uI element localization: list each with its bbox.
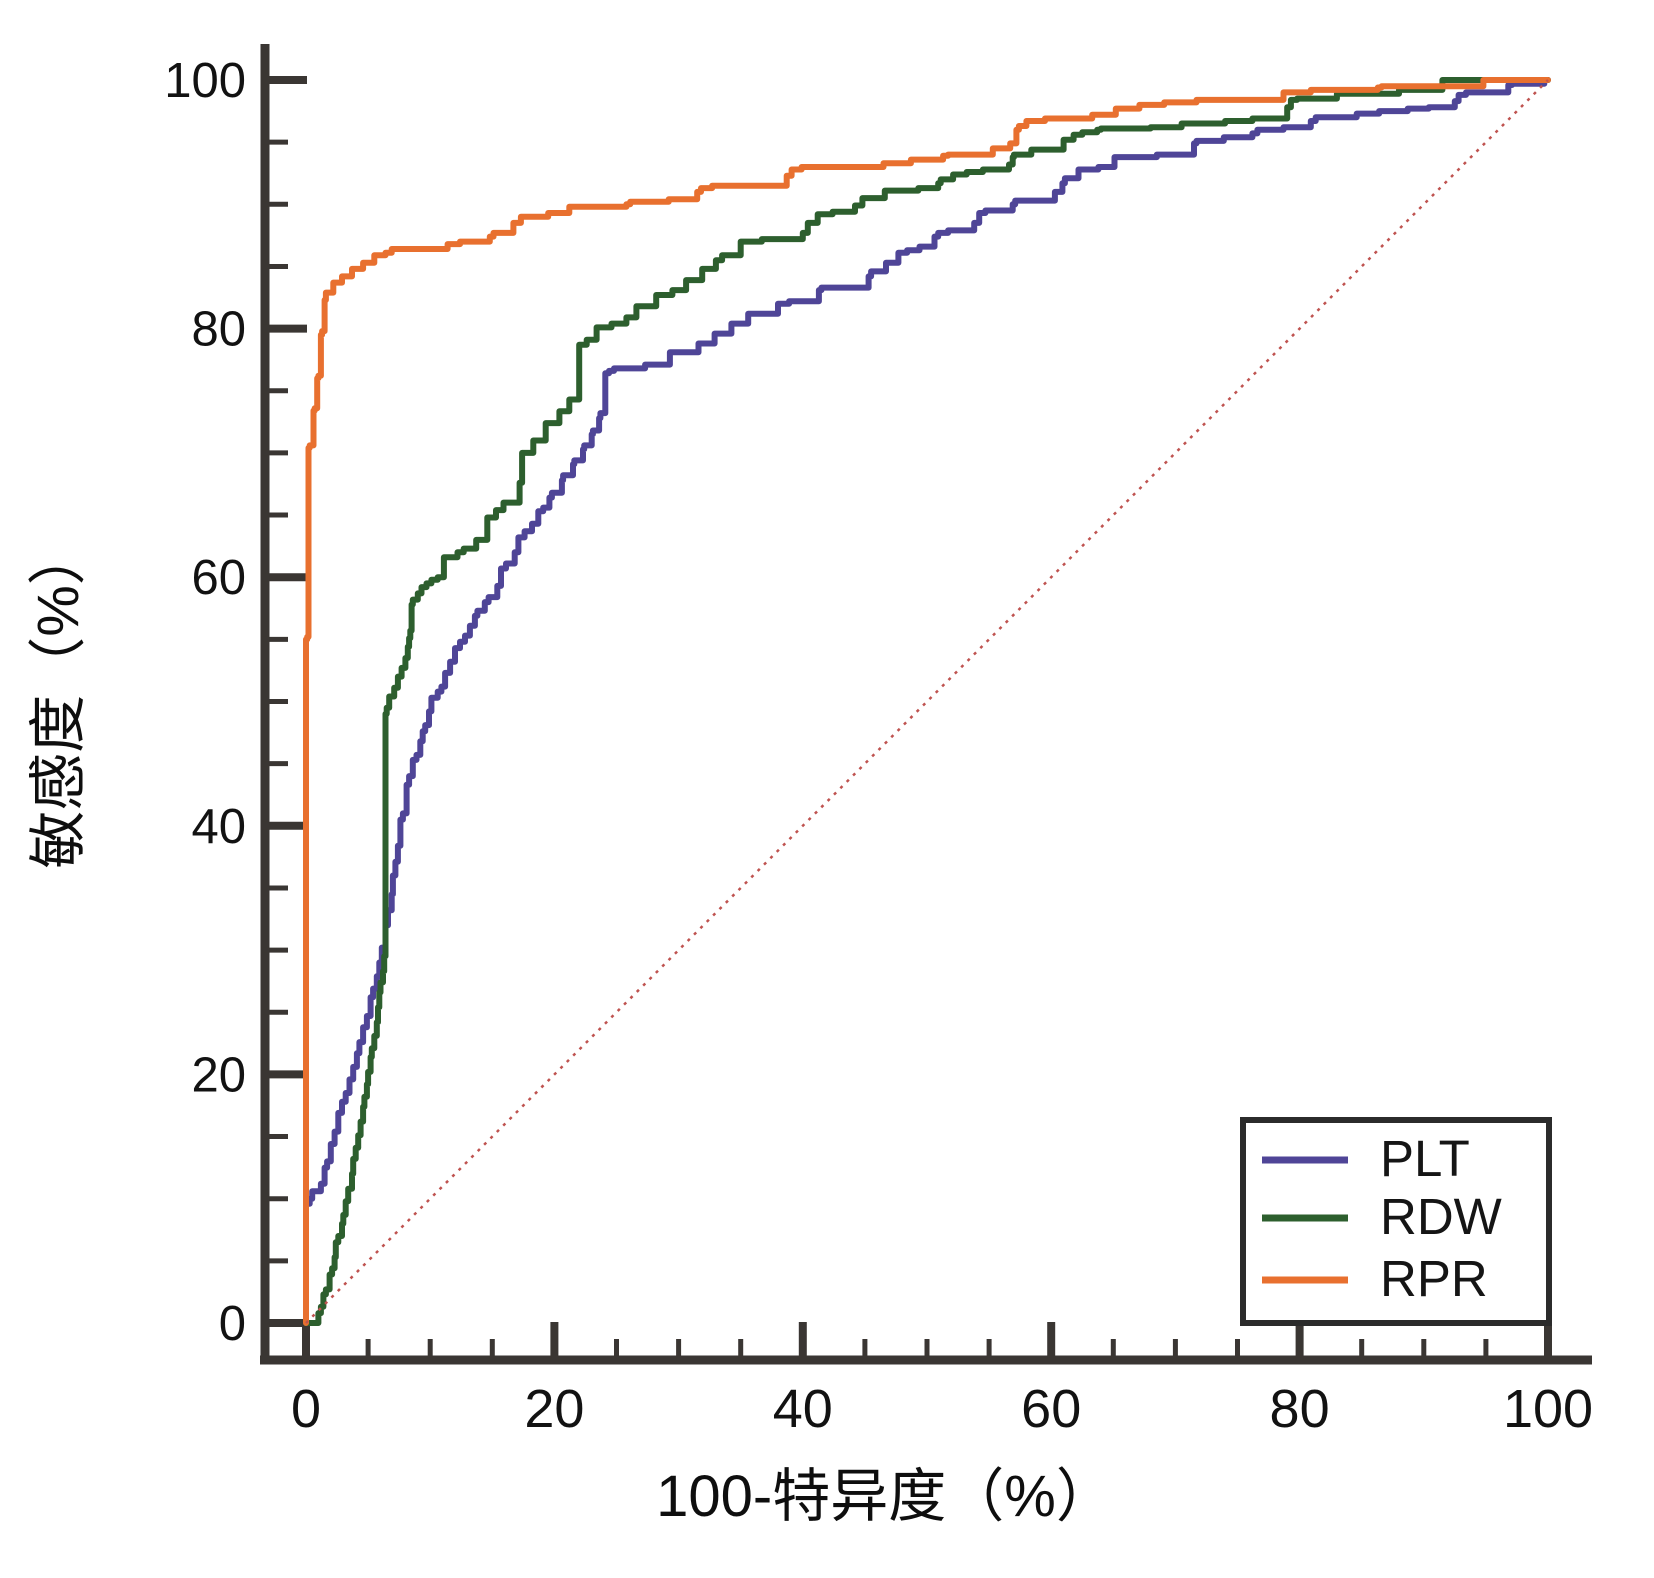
y-tick-label: 60 bbox=[191, 551, 246, 605]
curve-rpr bbox=[303, 77, 1551, 1326]
legend: PLT RDW RPR bbox=[1240, 1117, 1552, 1326]
legend-label-rpr: RPR bbox=[1380, 1250, 1488, 1307]
x-axis-title: 100-特异度（%） bbox=[656, 1464, 1114, 1529]
y-tick-label: 0 bbox=[219, 1297, 246, 1351]
y-axis-title: 敏感度（%） bbox=[26, 527, 91, 869]
curve-plt bbox=[303, 77, 1551, 1326]
roc-curves bbox=[303, 77, 1551, 1326]
x-tick-label: 0 bbox=[291, 1379, 321, 1439]
curve-rdw bbox=[303, 77, 1551, 1326]
y-tick-label: 80 bbox=[191, 303, 246, 357]
x-tick-label: 60 bbox=[1021, 1379, 1081, 1439]
legend-label-plt: PLT bbox=[1380, 1130, 1470, 1187]
x-tick-label: 80 bbox=[1270, 1379, 1330, 1439]
x-tick-label: 100 bbox=[1503, 1379, 1593, 1439]
legend-label-rdw: RDW bbox=[1380, 1188, 1502, 1245]
x-tick-label: 40 bbox=[773, 1379, 833, 1439]
y-tick-label: 40 bbox=[191, 800, 246, 854]
axes: 0 20 40 60 80 100 0 20 40 60 80 100 bbox=[164, 44, 1593, 1439]
y-tick-label: 100 bbox=[164, 54, 246, 108]
y-tick-label: 20 bbox=[191, 1048, 246, 1102]
x-tick-label: 20 bbox=[524, 1379, 584, 1439]
